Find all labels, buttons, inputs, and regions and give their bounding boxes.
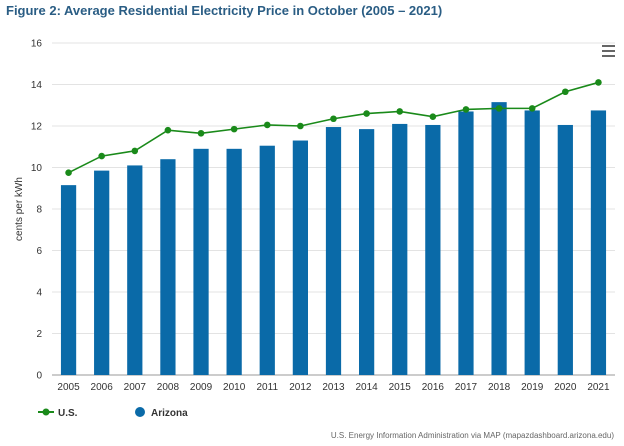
y-tick-label: 14 (31, 80, 43, 91)
y-tick-label: 0 (36, 371, 42, 382)
bar-arizona-2016[interactable] (425, 124, 441, 376)
x-axis-ticks: 2005 2006 2007 2008 2009 2010 2011 2012 2013 2014… (57, 382, 610, 393)
source-note: U.S. Energy Information Administration v… (330, 431, 614, 440)
y-tick-label: 10 (31, 163, 43, 174)
x-tick-label: 2017 (455, 382, 478, 393)
point-us-2006[interactable] (98, 152, 105, 160)
x-tick-label: 2014 (355, 382, 378, 393)
x-tick-label: 2012 (289, 382, 312, 393)
bar-arizona-2005[interactable] (60, 185, 77, 375)
y-tick-label: 4 (36, 288, 42, 299)
x-tick-label: 2018 (488, 382, 511, 393)
legend[interactable]: U.S. Arizona (38, 407, 188, 419)
point-us-2018[interactable] (495, 105, 503, 112)
legend-item-arizona[interactable]: Arizona (135, 407, 188, 419)
legend-us-swatch-dot (42, 408, 50, 416)
x-tick-label: 2016 (422, 382, 445, 393)
bar-arizona-2012[interactable] (292, 140, 308, 375)
x-tick-label: 2019 (521, 382, 544, 393)
bar-arizona-2006[interactable] (94, 170, 110, 375)
us-line (65, 79, 602, 176)
bar-arizona-2019[interactable] (524, 110, 540, 375)
bar-arizona-2021[interactable] (590, 110, 607, 375)
y-tick-label: 2 (36, 329, 42, 340)
point-us-2007[interactable] (131, 147, 139, 155)
point-us-2009[interactable] (197, 129, 205, 137)
bar-arizona-2008[interactable] (160, 159, 176, 375)
x-tick-label: 2005 (57, 382, 80, 393)
x-tick-label: 2007 (124, 382, 147, 393)
point-us-2005[interactable] (65, 169, 72, 176)
bar-arizona-2014[interactable] (359, 129, 375, 375)
x-tick-label: 2021 (587, 382, 610, 393)
y-tick-label: 8 (36, 205, 42, 216)
bar-arizona-2017[interactable] (458, 111, 474, 375)
legend-arizona-swatch (135, 407, 145, 417)
point-us-2013[interactable] (330, 115, 337, 123)
y-axis-label: cents per kWh (14, 177, 25, 241)
point-us-2012[interactable] (297, 122, 304, 130)
point-us-2015[interactable] (396, 108, 404, 115)
point-us-2014[interactable] (363, 110, 370, 117)
x-tick-label: 2006 (91, 382, 114, 393)
x-tick-label: 2010 (223, 382, 246, 393)
x-tick-label: 2013 (322, 382, 345, 393)
legend-item-us[interactable]: U.S. (38, 408, 78, 419)
legend-arizona-label: Arizona (151, 408, 188, 419)
bar-arizona-2020[interactable] (557, 124, 573, 376)
bar-arizona-2011[interactable] (259, 145, 275, 375)
bar-arizona-2007[interactable] (127, 165, 143, 375)
x-tick-label: 2009 (190, 382, 213, 393)
x-tick-label: 2015 (389, 382, 412, 393)
bar-arizona-2013[interactable] (325, 127, 342, 375)
bar-arizona-2009[interactable] (193, 148, 209, 375)
y-axis-ticks: 0 2 4 6 8 10 12 14 16 (31, 39, 43, 382)
point-us-2019[interactable] (528, 105, 536, 112)
bar-arizona-2018[interactable] (491, 102, 507, 375)
y-tick-label: 12 (31, 122, 43, 133)
bar-arizona-2010[interactable] (226, 148, 242, 375)
y-tick-label: 16 (31, 39, 43, 50)
x-tick-label: 2008 (157, 382, 180, 393)
point-us-2008[interactable] (164, 126, 172, 134)
point-us-2020[interactable] (562, 88, 569, 96)
hamburger-menu-icon[interactable] (602, 45, 615, 57)
arizona-bars (60, 102, 607, 376)
x-tick-label: 2011 (257, 382, 279, 393)
point-us-2011[interactable] (263, 121, 271, 129)
point-us-2017[interactable] (462, 106, 470, 113)
x-tick-label: 2020 (554, 382, 577, 393)
point-us-2021[interactable] (595, 79, 602, 86)
point-us-2010[interactable] (230, 125, 238, 133)
chart-title: Figure 2: Average Residential Electricit… (6, 3, 443, 18)
legend-us-label: U.S. (58, 408, 78, 419)
point-us-2016[interactable] (429, 113, 437, 120)
y-tick-label: 6 (36, 246, 42, 257)
bar-arizona-2015[interactable] (392, 123, 408, 375)
